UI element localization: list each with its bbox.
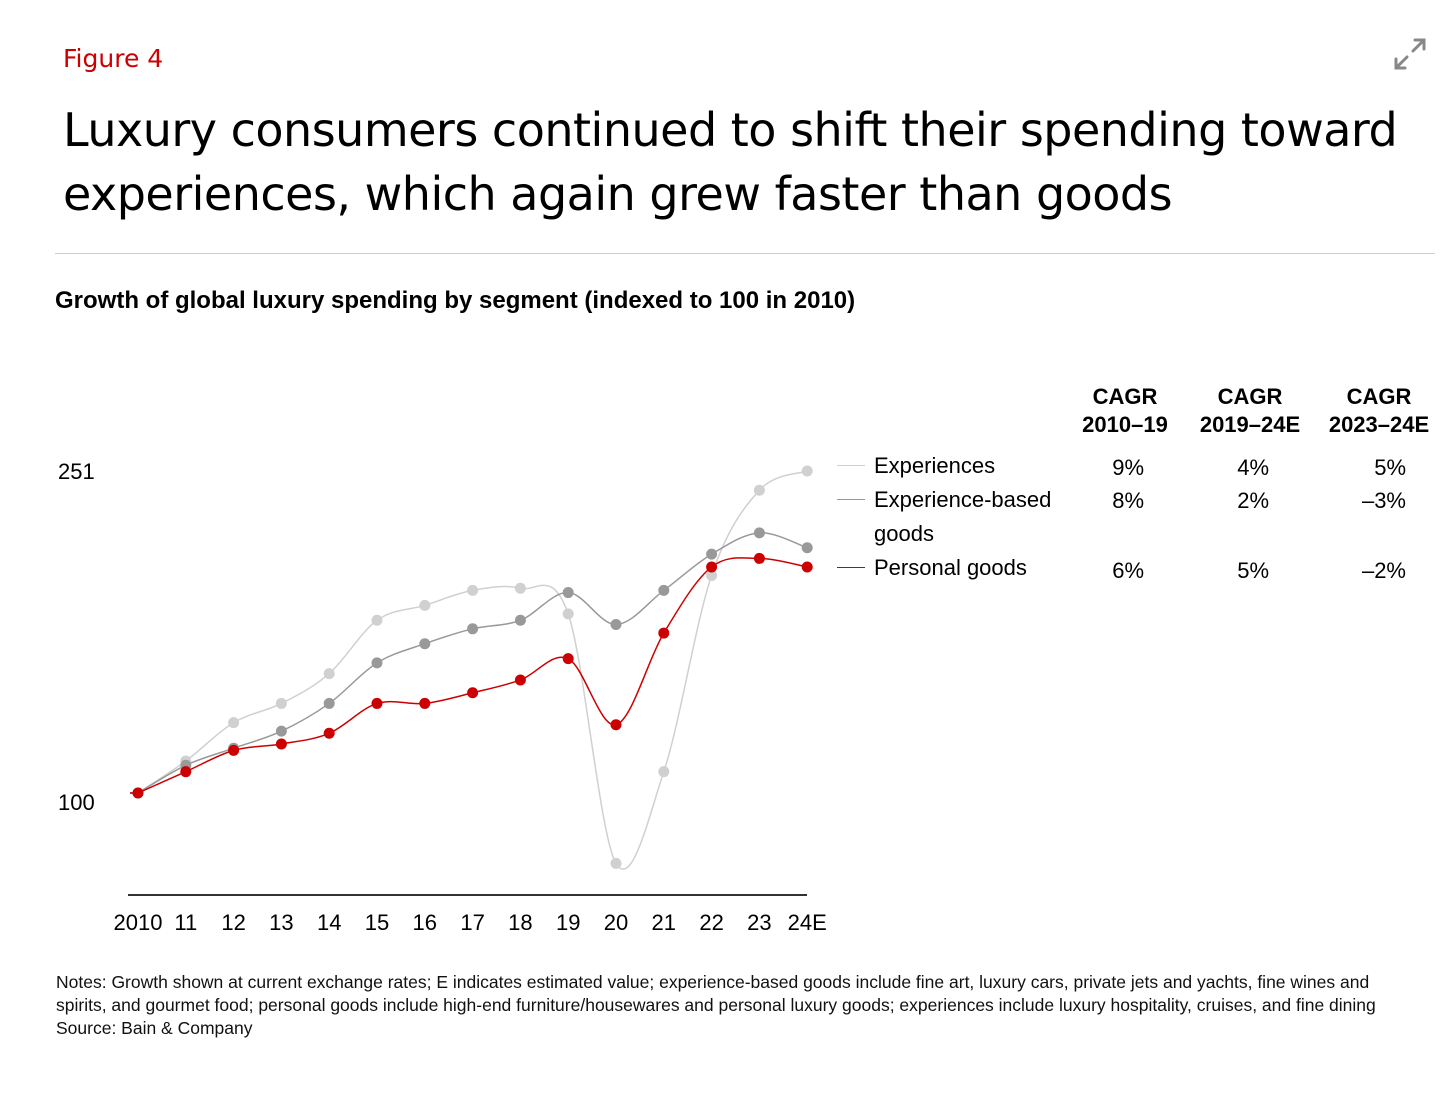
cagr-value: –3% <box>1361 488 1406 513</box>
data-point-personal-goods <box>753 552 765 564</box>
data-point-experiences <box>467 584 479 596</box>
data-point-experiences <box>514 582 526 594</box>
x-tick-label: 24E <box>788 910 827 935</box>
data-point-experiences <box>753 484 765 496</box>
data-point-experience-based-goods <box>275 725 287 737</box>
data-point-experience-based-goods <box>467 623 479 635</box>
cagr-value: 2% <box>1237 488 1269 513</box>
x-tick-label: 22 <box>699 910 723 935</box>
notes: Notes: Growth shown at current exchange … <box>56 971 1386 1040</box>
legend-experience-based-goods: Experience-based goods <box>874 483 1051 551</box>
data-point-experience-based-goods <box>323 697 335 709</box>
data-point-experiences <box>275 697 287 709</box>
header-line: CAGR <box>1092 384 1158 409</box>
series-line-experiences <box>130 470 808 870</box>
data-point-experiences <box>610 857 622 869</box>
x-tick-label: 15 <box>365 910 389 935</box>
data-point-personal-goods <box>706 561 718 573</box>
header-line: 2019–24E <box>1199 412 1301 437</box>
data-point-personal-goods <box>801 561 813 573</box>
data-point-experience-based-goods <box>706 548 718 560</box>
data-point-personal-goods <box>228 744 240 756</box>
series-line-personal-goods <box>130 557 808 794</box>
data-point-experiences <box>228 717 240 729</box>
x-tick-label: 18 <box>508 910 532 935</box>
header-line: 2010–19 <box>1082 412 1168 437</box>
data-point-personal-goods <box>562 653 574 665</box>
data-point-personal-goods <box>132 787 144 799</box>
legend-experiences: Experiences <box>874 453 996 478</box>
data-point-experiences <box>419 599 431 611</box>
data-point-personal-goods <box>419 697 431 709</box>
data-point-personal-goods <box>514 674 526 686</box>
cagr-value: 8% <box>1112 488 1144 513</box>
page-title: Luxury consumers continued to shift thei… <box>63 103 1398 221</box>
expand-icon[interactable] <box>1392 36 1428 72</box>
data-point-personal-goods <box>371 697 383 709</box>
data-point-experiences <box>706 569 718 581</box>
x-tick-label: 12 <box>221 910 245 935</box>
data-point-experience-based-goods <box>562 587 574 599</box>
data-point-experiences <box>658 766 670 778</box>
cagr-value: –2% <box>1361 558 1406 583</box>
data-point-personal-goods <box>467 687 479 699</box>
header-line: CAGR <box>1217 384 1283 409</box>
header-line: 2023–24E <box>1328 412 1430 437</box>
data-point-experience-based-goods <box>371 657 383 669</box>
divider <box>55 253 1435 254</box>
data-point-personal-goods <box>323 727 335 739</box>
data-point-experiences <box>801 465 813 477</box>
x-tick-label: 17 <box>460 910 484 935</box>
cagr-value: 6% <box>1112 558 1144 583</box>
legend-line: Experience-based <box>874 487 1052 512</box>
legend-personal-goods: Personal goods <box>874 555 1027 580</box>
x-tick-label: 13 <box>269 910 293 935</box>
header-line: CAGR <box>1346 384 1412 409</box>
data-point-personal-goods <box>180 766 192 778</box>
data-point-experience-based-goods <box>801 542 813 554</box>
x-tick-label: 14 <box>317 910 341 935</box>
table-header-0: CAGR 2010–19 <box>1065 383 1185 439</box>
cagr-value: 5% <box>1237 558 1269 583</box>
chart-title: Growth of global luxury spending by segm… <box>55 287 856 314</box>
data-point-personal-goods <box>658 627 670 639</box>
x-tick-label: 23 <box>747 910 771 935</box>
legend-line: goods <box>874 521 934 546</box>
x-tick-label: 20 <box>604 910 628 935</box>
y-tick-label: 100 <box>58 790 95 815</box>
source-text: Source: Bain & Company <box>56 1018 253 1038</box>
cagr-value: 4% <box>1237 455 1269 480</box>
notes-text: Notes: Growth shown at current exchange … <box>56 972 1376 1015</box>
x-tick-label: 21 <box>652 910 676 935</box>
legend-swatch-experiences <box>837 465 865 466</box>
data-point-experiences <box>371 614 383 626</box>
data-point-experiences <box>323 668 335 680</box>
data-point-experience-based-goods <box>658 584 670 596</box>
legend-swatch-personal-goods <box>837 567 865 568</box>
data-point-personal-goods <box>610 719 622 731</box>
x-tick-label: 2010 <box>114 910 163 935</box>
table-header-1: CAGR 2019–24E <box>1190 383 1310 439</box>
data-point-personal-goods <box>275 738 287 750</box>
data-point-experience-based-goods <box>753 527 765 539</box>
legend-swatch-experience-based-goods <box>837 499 865 500</box>
data-point-experience-based-goods <box>514 614 526 626</box>
x-tick-label: 16 <box>413 910 437 935</box>
data-point-experience-based-goods <box>419 638 431 650</box>
y-tick-label: 251 <box>58 459 95 484</box>
x-tick-label: 19 <box>556 910 580 935</box>
cagr-value: 9% <box>1112 455 1144 480</box>
data-point-experience-based-goods <box>610 619 622 631</box>
data-point-experiences <box>562 608 574 620</box>
cagr-value: 5% <box>1374 455 1406 480</box>
x-tick-label: 11 <box>174 910 197 935</box>
figure-label: Figure 4 <box>63 44 164 73</box>
table-header-2: CAGR 2023–24E <box>1319 383 1439 439</box>
